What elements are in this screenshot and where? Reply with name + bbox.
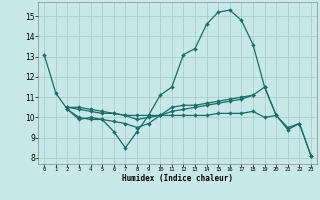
X-axis label: Humidex (Indice chaleur): Humidex (Indice chaleur) [122, 174, 233, 183]
